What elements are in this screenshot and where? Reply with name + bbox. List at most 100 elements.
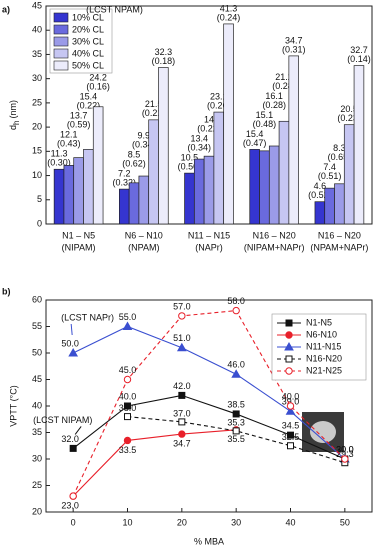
value-label: 34.7 — [173, 438, 191, 448]
value-label: 23.0 — [61, 500, 79, 510]
bar — [203, 155, 215, 225]
marker — [178, 391, 186, 399]
bar — [213, 111, 225, 225]
value-label: 46.0 — [227, 360, 245, 370]
marker — [231, 369, 242, 378]
pdi-label: (0.34) — [132, 139, 156, 149]
value-label: 30.0 — [336, 444, 354, 454]
legend-label: 10% CL — [72, 12, 104, 22]
value-label: 37.0 — [173, 408, 191, 418]
y-tick-label: 55 — [32, 321, 42, 331]
bar — [63, 165, 75, 225]
value-label: 33.5 — [119, 445, 137, 455]
marker — [69, 444, 77, 452]
annotation-arrow — [70, 323, 73, 336]
x-tick-label: 40 — [285, 517, 295, 527]
x-tick-sublabel: (NPAM+NAPr) — [310, 242, 368, 252]
x-axis-label: % MBA — [194, 536, 224, 546]
value-label: 34.7 — [285, 35, 303, 45]
bar — [148, 119, 159, 225]
marker — [285, 406, 296, 415]
value-label: 42.0 — [173, 381, 191, 391]
panel-label: b) — [2, 286, 11, 296]
legend-label: N6-N10 — [306, 329, 337, 339]
pdi-label: (0.28) — [272, 81, 296, 91]
bar — [73, 157, 84, 225]
marker — [285, 367, 293, 375]
marker — [178, 430, 186, 438]
pdi-label: (0.47) — [243, 138, 267, 148]
value-label: 32.3 — [155, 47, 173, 57]
x-tick-label: 20 — [177, 517, 187, 527]
value-label: 35.5 — [227, 434, 245, 444]
y-label-unit: (nm) — [8, 100, 18, 119]
bar — [53, 168, 65, 225]
pdi-label: (0.16) — [86, 82, 110, 92]
bar — [278, 120, 290, 225]
value-label: 40.0 — [282, 391, 300, 401]
annotation-arrow — [74, 426, 82, 435]
series-line — [72, 429, 237, 497]
pdi-label: (0.28) — [262, 100, 286, 110]
x-tick-label: 10 — [122, 517, 132, 527]
value-label: 38.0 — [119, 403, 137, 413]
marker — [287, 431, 294, 439]
series-line — [127, 416, 345, 464]
bar — [314, 201, 326, 225]
pdi-label: (0.24) — [217, 12, 241, 22]
x-tick-sublabel: (NPAM) — [128, 242, 159, 252]
bar — [138, 175, 150, 225]
bar — [324, 187, 335, 225]
marker — [287, 442, 294, 450]
series-line — [72, 394, 346, 460]
y-axis-label: VPTT (°C) — [8, 385, 18, 426]
marker — [232, 410, 240, 418]
series-line — [72, 325, 346, 460]
inset-photo-highlight — [310, 421, 336, 443]
y-tick-label: 20 — [32, 121, 42, 131]
bar — [249, 149, 260, 225]
marker — [178, 418, 186, 426]
value-label: 10.5 — [181, 153, 199, 163]
pdi-label: (0.52) — [308, 190, 332, 200]
value-label: 14 — [204, 115, 214, 125]
y-tick-label: 25 — [32, 480, 42, 490]
marker — [123, 375, 132, 384]
y-axis-label: dh (nm) — [8, 100, 21, 130]
y-tick-label: 10 — [32, 170, 42, 180]
x-tick-sublabel: (NIPAM) — [62, 242, 96, 252]
legend-label: 30% CL — [72, 36, 104, 46]
x-tick-label: N11 – N15 — [188, 230, 230, 240]
bar — [343, 124, 355, 225]
value-label: 21.2 — [275, 72, 293, 82]
marker — [69, 492, 77, 500]
value-label: 39.0 — [282, 397, 300, 407]
marker — [232, 306, 240, 315]
x-tick-label: N16 – N20 — [253, 230, 296, 240]
value-label: 35.3 — [227, 417, 245, 427]
value-label: 8.5 — [128, 149, 141, 159]
marker — [285, 319, 293, 327]
marker — [284, 341, 294, 351]
value-label: 32.5 — [282, 432, 300, 442]
legend-swatch — [53, 60, 69, 71]
pdi-label: (0.50) — [178, 162, 202, 172]
pdi-label: (0.26) — [207, 100, 231, 110]
value-label: 13.7 — [70, 111, 88, 121]
legend-swatch — [53, 24, 69, 35]
x-tick-label: 0 — [71, 517, 76, 527]
value-label: 29.3 — [336, 449, 354, 459]
value-label: 30.0 — [336, 444, 354, 454]
y-tick-label: 60 — [32, 294, 42, 304]
legend-label: 20% CL — [72, 24, 104, 34]
annotation: (LCST NAPr) — [61, 312, 114, 322]
value-label: 4.6 — [314, 181, 327, 191]
value-label: 45.0 — [119, 365, 137, 375]
bar — [353, 65, 365, 225]
value-label: 32.7 — [350, 45, 368, 55]
marker — [124, 413, 131, 421]
bar — [268, 145, 280, 225]
y-tick-label: 30 — [32, 453, 42, 463]
marker — [285, 355, 293, 363]
value-label: 21.5 — [145, 99, 163, 109]
